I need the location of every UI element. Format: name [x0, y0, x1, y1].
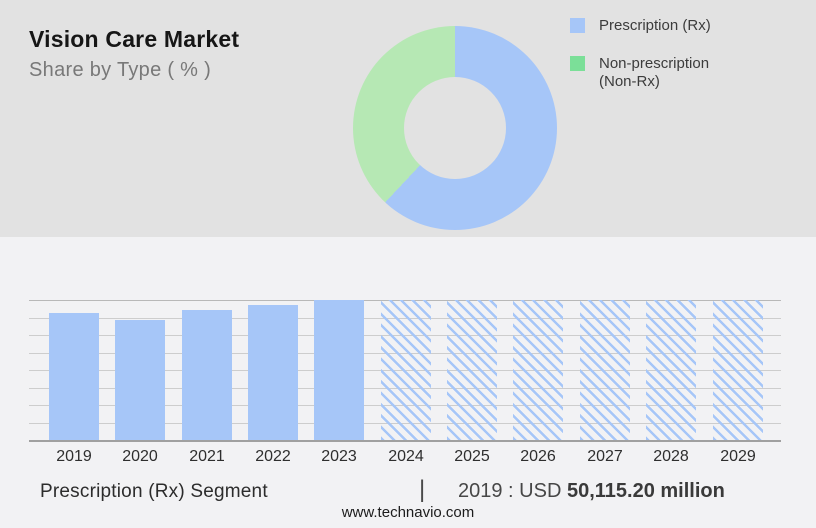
x-tick-2022: 2022 [255, 448, 291, 465]
x-tick-2020: 2020 [122, 448, 158, 465]
donut-hole [404, 77, 506, 179]
legend-item-prescription: Prescription (Rx) [570, 17, 711, 35]
bar-2026-forecast [513, 300, 563, 440]
legend-label: Non-prescription (Non-Rx) [599, 55, 710, 90]
legend-color-swatch-blue [570, 18, 585, 33]
header-band: Vision Care Market Share by Type ( % ) P… [0, 0, 816, 237]
bar-2029-forecast [713, 300, 763, 440]
legend-color-swatch-green [570, 56, 585, 71]
legend-label: Prescription (Rx) [599, 17, 711, 34]
bar-2023 [314, 300, 364, 440]
x-axis-line [29, 440, 781, 442]
x-tick-2026: 2026 [520, 448, 556, 465]
page-title: Vision Care Market [29, 26, 240, 52]
bar-2025-forecast [447, 300, 497, 440]
bar-2024-forecast [381, 300, 431, 440]
x-tick-2019: 2019 [56, 448, 92, 465]
x-tick-2028: 2028 [653, 448, 689, 465]
bar-2020 [115, 320, 165, 440]
segment-caption: Prescription (Rx) Segment [40, 481, 268, 502]
x-tick-2027: 2027 [587, 448, 623, 465]
x-axis-labels: 2019 2020 2021 2022 2023 2024 2025 2026 2027 2028… [29, 448, 781, 468]
bar-2028-forecast [646, 300, 696, 440]
bar-2019 [49, 313, 99, 440]
donut-chart [353, 26, 557, 230]
value-prefix: 2019 : USD [458, 480, 567, 502]
x-tick-2023: 2023 [321, 448, 357, 465]
bar-2027-forecast [580, 300, 630, 440]
legend-item-non-prescription: Non-prescription (Non-Rx) [570, 55, 749, 91]
x-tick-2029: 2029 [720, 448, 756, 465]
value-caption: 2019 : USD 50,115.20 million [458, 480, 725, 503]
bar-2021 [182, 310, 232, 440]
bar-chart-plot [29, 300, 781, 442]
x-tick-2025: 2025 [454, 448, 490, 465]
website-link[interactable]: www.technavio.com [341, 504, 475, 521]
value-amount: 50,115.20 million [566, 480, 725, 502]
x-tick-2024: 2024 [388, 448, 424, 465]
x-tick-2021: 2021 [189, 448, 225, 465]
bar-2022 [248, 305, 298, 440]
page-subtitle: Share by Type ( % ) [29, 59, 212, 81]
caption-separator: | [419, 476, 426, 503]
